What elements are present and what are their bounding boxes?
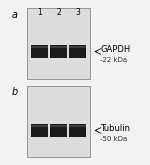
Bar (69, 46, 86, 48)
Text: 2: 2 (56, 8, 61, 17)
Text: a: a (12, 10, 18, 20)
Text: b: b (12, 87, 18, 97)
Bar (31, 124, 48, 137)
Bar (50, 125, 67, 127)
Bar (69, 124, 86, 137)
Bar (27, 8, 90, 79)
Bar (50, 45, 67, 58)
Text: Tubulin: Tubulin (100, 124, 130, 132)
Bar (50, 124, 67, 137)
Text: -22 kDa: -22 kDa (100, 57, 128, 63)
Bar (69, 125, 86, 127)
Bar (31, 125, 48, 127)
Text: 3: 3 (75, 8, 80, 17)
Bar (27, 86, 90, 157)
Text: 1: 1 (37, 8, 42, 17)
Bar (69, 45, 86, 58)
Bar (50, 46, 67, 48)
Bar (31, 46, 48, 48)
Text: -50 kDa: -50 kDa (100, 136, 128, 142)
Text: GAPDH: GAPDH (100, 45, 131, 54)
Bar (31, 45, 48, 58)
